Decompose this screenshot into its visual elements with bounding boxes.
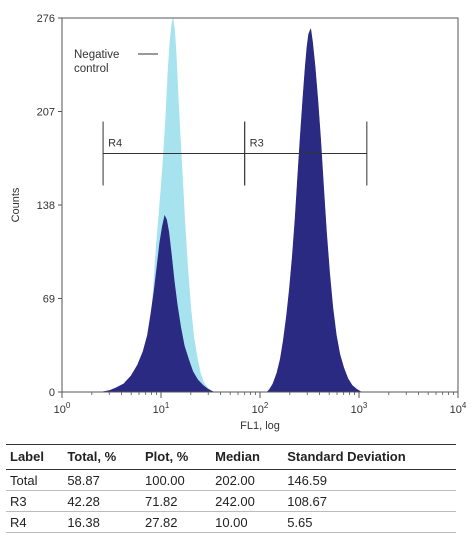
table-cell: 71.82 (140, 490, 212, 512)
negative-control-label: Negative control (74, 49, 119, 75)
region-r3-label: R3 (250, 138, 264, 150)
histogram-chart: 0 69 138 207 276 100 101 102 103 104 FL1, log Count… (10, 13, 467, 432)
table-row: R4 16.38 27.82 10.00 5.65 (6, 511, 456, 533)
table-cell: 16.38 (63, 511, 141, 533)
column-header: Plot, % (140, 444, 212, 470)
table-cell: 202.00 (211, 469, 284, 491)
x-tick-label: 104 (450, 401, 467, 416)
column-header: Label (6, 444, 64, 470)
table-cell: Total (6, 469, 64, 491)
x-axis-title: FL1, log (240, 420, 280, 432)
y-tick-label: 276 (37, 13, 55, 25)
table-cell: 100.00 (140, 469, 212, 491)
table-cell: 10.00 (211, 511, 284, 533)
y-tick-label: 207 (37, 107, 55, 119)
x-tick-label: 102 (252, 401, 269, 416)
table-body: Total 58.87 100.00 202.00 146.59 R3 42.28 71.82… (6, 469, 456, 533)
series-layer (101, 17, 363, 393)
table-cell: 146.59 (283, 469, 456, 491)
table-cell: 58.87 (63, 469, 141, 491)
table-row: Total 58.87 100.00 202.00 146.59 (6, 469, 456, 491)
annotation-layer: Negative control (74, 49, 158, 75)
regions-layer: R4 R3 (102, 121, 368, 186)
table-cell: 242.00 (211, 490, 284, 512)
column-header: Median (211, 444, 284, 470)
table-cell: R4 (6, 511, 64, 533)
table-cell: R3 (6, 490, 64, 512)
y-axis-title: Counts (10, 187, 22, 222)
axes-layer: 0 69 138 207 276 100 101 102 103 104 FL1, log Count… (10, 13, 467, 432)
column-header: Standard Deviation (283, 444, 456, 470)
y-tick-label: 0 (49, 387, 55, 399)
series-1-area (101, 28, 363, 393)
table-cell: 27.82 (140, 511, 212, 533)
table-header-row: Label Total, % Plot, % Median Standard Devia… (6, 444, 456, 470)
table-cell: 42.28 (63, 490, 141, 512)
table-cell: 5.65 (283, 511, 456, 533)
column-header: Total, % (63, 444, 141, 470)
series-0-area (131, 17, 214, 393)
statistics-table: Label Total, % Plot, % Median Standard Devia… (6, 444, 456, 533)
plot-frame (61, 17, 459, 393)
table-row: R3 42.28 71.82 242.00 108.67 (6, 490, 456, 512)
y-tick-label: 69 (43, 294, 55, 306)
x-tick-label: 100 (54, 401, 71, 416)
x-tick-label: 101 (153, 401, 170, 416)
region-r4-label: R4 (108, 138, 122, 150)
y-tick-label: 138 (37, 200, 55, 212)
table-cell: 108.67 (283, 490, 456, 512)
x-tick-label: 103 (351, 401, 368, 416)
